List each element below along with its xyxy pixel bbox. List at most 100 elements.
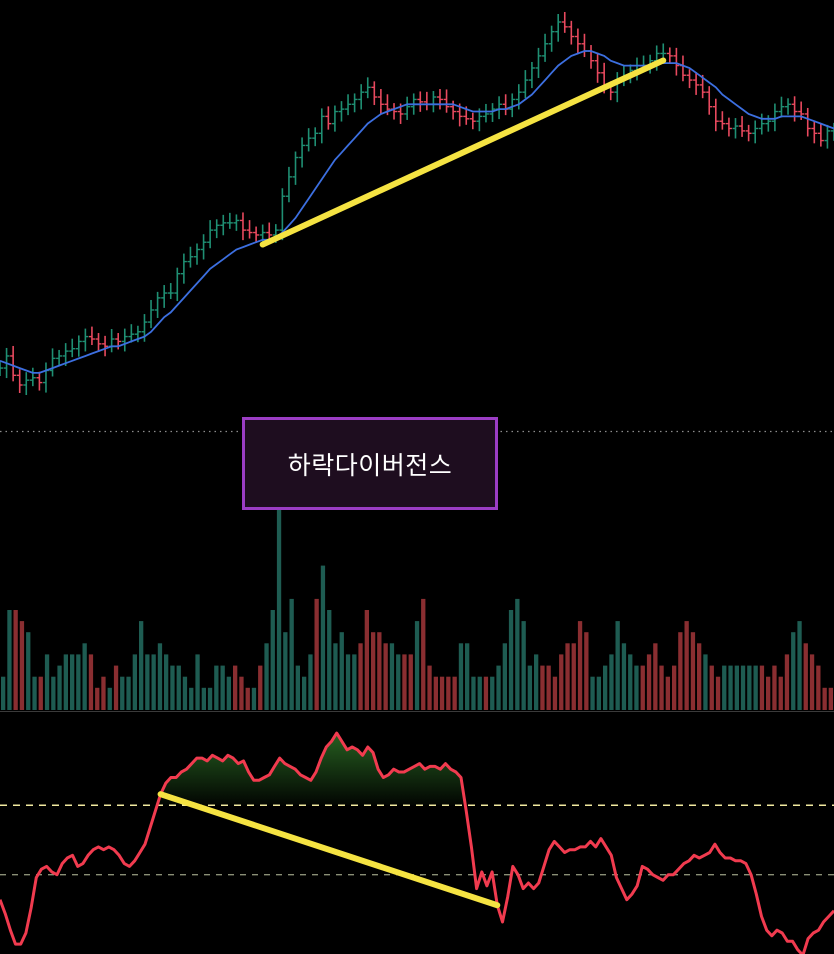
rsi-overbought-fill — [155, 733, 467, 806]
volume-bar — [258, 665, 263, 710]
volume-bar — [565, 643, 570, 710]
volume-bar — [552, 676, 558, 710]
volume-bar — [822, 687, 827, 710]
volume-bar — [408, 654, 413, 710]
volume-bar — [295, 665, 300, 710]
volume-bar — [728, 665, 733, 710]
volume-bar — [364, 610, 369, 710]
volume-bar — [164, 654, 169, 710]
volume-bar — [715, 676, 721, 710]
volume-bar — [233, 665, 238, 710]
volume-bar — [697, 643, 702, 710]
volume-bar — [577, 621, 583, 710]
volume-bar — [302, 676, 307, 710]
volume-bar — [753, 665, 758, 710]
volume-bar — [276, 510, 282, 710]
volume-bar — [603, 665, 608, 710]
volume-bar — [521, 621, 526, 710]
volume-bar — [327, 610, 332, 710]
volume-bar — [32, 676, 37, 710]
volume-bar — [439, 676, 445, 710]
volume-bar — [333, 643, 338, 710]
volume-bar — [63, 654, 68, 710]
volume-bar — [358, 643, 363, 710]
volume-bar — [759, 665, 765, 710]
volume-bar — [182, 676, 188, 710]
volume-bar — [396, 654, 401, 710]
volume-bar — [772, 665, 777, 710]
volume-bar — [320, 565, 326, 710]
volume-bar — [571, 643, 576, 710]
volume-bar — [546, 665, 551, 710]
volume-bar — [446, 676, 451, 710]
volume-bar — [427, 665, 432, 710]
volume-bar — [201, 687, 206, 710]
volume-bar — [471, 676, 476, 710]
volume-bar — [747, 665, 752, 710]
volume-bar — [452, 676, 457, 710]
volume-bar — [151, 654, 156, 710]
volume-bar — [145, 654, 150, 710]
volume-bar — [791, 632, 796, 710]
volume-bar — [797, 621, 802, 710]
volume-bar — [383, 643, 388, 710]
volume-bar — [132, 654, 137, 710]
volume-bar — [628, 654, 633, 710]
volume-bar — [19, 621, 25, 710]
volume-bar — [734, 665, 739, 710]
volume-bar — [170, 665, 175, 710]
volume-bar — [527, 665, 532, 710]
price-divergence-end-point — [660, 57, 666, 63]
volume-bar — [245, 687, 250, 710]
volume-bar — [766, 676, 771, 710]
volume-bar — [477, 676, 482, 710]
volume-bar — [584, 632, 589, 710]
price-divergence-start-point — [260, 242, 266, 248]
volume-bar — [76, 654, 81, 710]
volume-bar — [13, 610, 18, 710]
volume-bar — [88, 654, 94, 710]
volume-bar — [483, 676, 489, 710]
volume-bar — [678, 632, 683, 710]
volume-bar — [176, 665, 181, 710]
volume-bar — [672, 665, 677, 710]
volume-bar — [778, 676, 783, 710]
volume-bar — [139, 621, 144, 710]
volume-bar — [421, 598, 426, 710]
volume-bar — [352, 654, 357, 710]
volume-bar — [722, 665, 727, 710]
volume-bar — [95, 687, 100, 710]
volume-bar — [502, 643, 507, 710]
volume-bar — [7, 610, 12, 710]
volume-bar — [809, 654, 815, 710]
rsi-divergence-start-point — [158, 791, 164, 797]
volume-panel — [0, 510, 834, 712]
bearish-divergence-label-text: 하락다이버전스 — [287, 450, 453, 480]
volume-bar — [590, 676, 595, 710]
volume-bar — [214, 665, 219, 710]
rsi-panel — [0, 731, 834, 954]
volume-bar — [1, 676, 6, 710]
volume-bar — [414, 621, 420, 710]
volume-bar — [515, 598, 520, 710]
volume-bar — [646, 654, 652, 710]
moving-average-line — [0, 50, 834, 374]
volume-bar — [44, 654, 50, 710]
volume-bar — [314, 598, 319, 710]
rsi-divergence-trendline — [157, 791, 501, 909]
volume-bar — [264, 643, 269, 710]
volume-bar — [458, 643, 464, 710]
volume-bar — [51, 676, 56, 710]
volume-bar — [490, 676, 495, 710]
volume-bar — [690, 632, 696, 710]
volume-bar — [828, 687, 833, 710]
volume-bar — [634, 665, 639, 710]
volume-bar — [784, 654, 790, 710]
volume-bar — [402, 654, 407, 710]
volume-bar — [559, 654, 564, 710]
volume-bar — [703, 654, 708, 710]
volume-bar — [308, 654, 313, 710]
price-panel — [0, 12, 834, 395]
volume-bar — [640, 665, 645, 710]
